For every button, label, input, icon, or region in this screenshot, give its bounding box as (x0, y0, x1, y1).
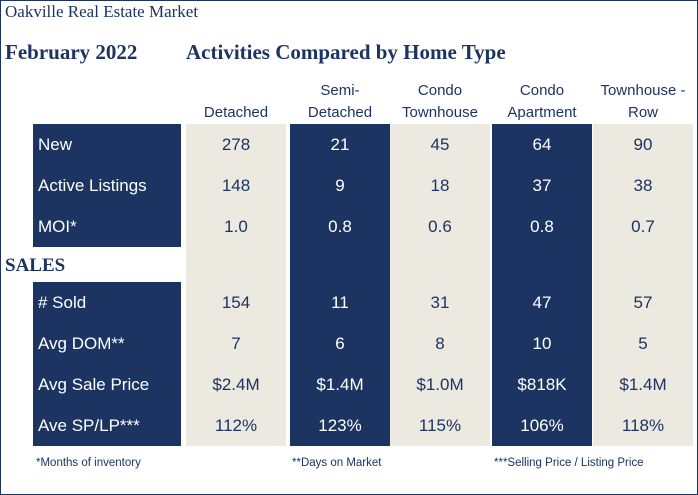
row-label-avg-sale-price: Avg Sale Price (33, 364, 181, 405)
col-header-semi-detached: Semi- Detached (290, 80, 390, 124)
cell-value: 9 (335, 175, 345, 195)
column-condo-townhouse: 45 18 0.6 31 8 $1.0M 115% (390, 124, 490, 446)
cell-value: 45 (430, 134, 450, 154)
cell-value: $2.4M (212, 374, 260, 394)
cell-value: 47 (532, 292, 552, 312)
cell-value: $1.4M (619, 374, 667, 394)
col-header-townhouse-row: Townhouse - Row (593, 80, 693, 124)
col-header-line1: Semi- (320, 82, 360, 99)
cell-value: 57 (633, 292, 653, 312)
col-header-line1: Townhouse - (600, 82, 686, 99)
row-label-moi: MOI* (33, 206, 181, 247)
cell-value: $1.0M (416, 374, 464, 394)
cell-value: $818K (517, 374, 567, 394)
footnote-moi: *Months of inventory (36, 457, 141, 469)
col-header-line1: Condo (417, 82, 463, 99)
column-semi-detached: 21 9 0.8 11 6 $1.4M 123% (290, 124, 390, 446)
table-heading: Activities Compared by Home Type (186, 40, 506, 64)
cell-value: 1.0 (224, 216, 248, 236)
cell-value: 8 (435, 333, 445, 353)
cell-value: 115% (418, 415, 462, 435)
col-header-line2: Apartment (507, 104, 577, 121)
cell-value: 112% (214, 415, 258, 435)
cell-value: 31 (430, 292, 450, 312)
footnote-sp-lp: ***Selling Price / Listing Price (494, 457, 644, 469)
cell-value: 38 (633, 175, 653, 195)
page-title: Oakville Real Estate Market (5, 2, 199, 21)
cell-value: 0.8 (328, 216, 352, 236)
col-header-detached: Detached (186, 80, 286, 124)
cell-value: 278 (221, 134, 251, 154)
cell-value: 90 (633, 134, 653, 154)
col-header-line2: Row (627, 104, 658, 121)
col-header-line2: Townhouse (402, 104, 478, 121)
cell-value: 123% (318, 415, 362, 435)
col-header-line1: Condo (519, 82, 565, 99)
cell-value: 0.6 (428, 216, 452, 236)
cell-value: 154 (221, 292, 251, 312)
footnote-dom: **Days on Market (292, 457, 382, 469)
row-label-avg-dom: Avg DOM** (33, 323, 181, 364)
column-townhouse-row: 90 38 0.7 57 5 $1.4M 118% (593, 124, 693, 446)
cell-value: 21 (330, 134, 350, 154)
col-header-line2: Detached (307, 104, 373, 121)
col-header-condo-apartment: Condo Apartment (492, 80, 592, 124)
cell-value: $1.4M (316, 374, 364, 394)
cell-value: 118% (621, 415, 665, 435)
row-label-active-listings: Active Listings (33, 165, 181, 206)
cell-value: 106% (520, 415, 564, 435)
cell-value: 0.7 (631, 216, 655, 236)
cell-value: 10 (532, 333, 552, 353)
col-header-condo-townhouse: Condo Townhouse (390, 80, 490, 124)
cell-value: 37 (532, 175, 552, 195)
cell-value: 5 (638, 333, 648, 353)
cell-value: 148 (221, 175, 251, 195)
cell-value: 64 (532, 134, 552, 154)
cell-value: 18 (430, 175, 450, 195)
row-label-sold: # Sold (33, 282, 181, 323)
cell-value: 0.8 (530, 216, 554, 236)
cell-value: 11 (331, 292, 349, 312)
row-label-new: New (33, 124, 181, 165)
row-label-ave-sp-lp: Ave SP/LP*** (33, 405, 181, 446)
column-detached: 278 148 1.0 154 7 $2.4M 112% (186, 124, 286, 446)
cell-value: 6 (335, 333, 345, 353)
report-period: February 2022 (5, 40, 138, 64)
sales-section-label: SALES (5, 255, 66, 276)
column-condo-apartment: 64 37 0.8 47 10 $818K 106% (492, 124, 592, 446)
cell-value: 7 (231, 333, 241, 353)
col-header-line1: Detached (203, 104, 269, 121)
